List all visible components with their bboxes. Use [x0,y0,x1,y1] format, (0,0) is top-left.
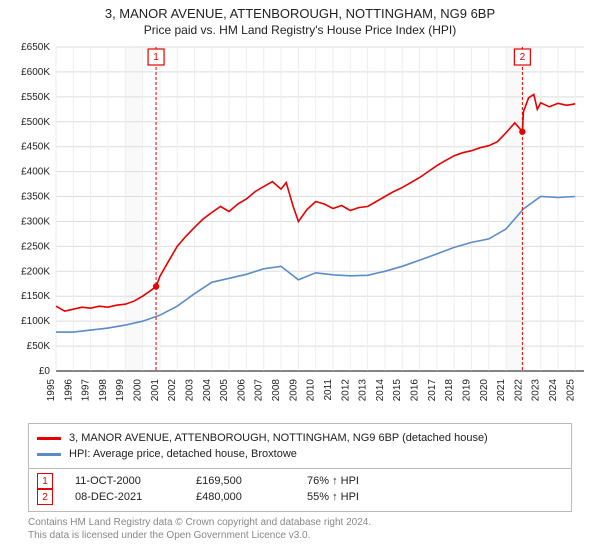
sale-row: 1 11-OCT-2000 £169,500 76% ↑ HPI [37,473,563,489]
svg-text:2016: 2016 [410,379,421,402]
svg-text:2013: 2013 [358,379,369,402]
svg-text:2: 2 [520,52,526,63]
sale-hpi-delta: 76% ↑ HPI [307,475,407,487]
chart-title: 3, MANOR AVENUE, ATTENBOROUGH, NOTTINGHA… [10,6,590,21]
sale-row: 2 08-DEC-2021 £480,000 55% ↑ HPI [37,489,563,505]
svg-text:£550K: £550K [21,92,50,103]
svg-text:£400K: £400K [21,167,50,178]
svg-text:2021: 2021 [496,379,507,402]
svg-text:2004: 2004 [202,379,213,402]
svg-text:2024: 2024 [548,379,559,402]
svg-text:2010: 2010 [306,379,317,402]
svg-text:2019: 2019 [461,379,472,402]
copyright-notice: Contains HM Land Registry data © Crown c… [28,516,572,542]
svg-text:1: 1 [153,52,159,63]
svg-text:2025: 2025 [565,379,576,402]
sale-date: 08-DEC-2021 [75,491,180,503]
svg-text:1996: 1996 [63,379,74,402]
sale-marker-icon: 1 [37,473,53,489]
chart-header: 3, MANOR AVENUE, ATTENBOROUGH, NOTTINGHA… [0,0,600,39]
sale-price: £169,500 [196,475,291,487]
svg-text:£650K: £650K [21,42,50,53]
chart-area: £0 £50K £100K £150K £200K £250K £300K £350K £400… [0,39,600,419]
svg-text:£0: £0 [39,366,51,377]
svg-text:2017: 2017 [427,379,438,402]
svg-text:2018: 2018 [444,379,455,402]
svg-text:1998: 1998 [98,379,109,402]
svg-text:2014: 2014 [375,379,386,402]
sale-hpi-delta: 55% ↑ HPI [307,491,407,503]
legend-item: HPI: Average price, detached house, Brox… [37,446,563,462]
legend-label: 3, MANOR AVENUE, ATTENBOROUGH, NOTTINGHA… [69,430,488,446]
svg-text:£100K: £100K [21,316,50,327]
sale-marker-icon: 2 [37,489,53,505]
svg-text:£50K: £50K [27,341,51,352]
svg-text:£450K: £450K [21,142,50,153]
legend-swatch [37,453,61,456]
svg-text:£300K: £300K [21,216,50,227]
svg-text:2000: 2000 [133,379,144,402]
legend-item: 3, MANOR AVENUE, ATTENBOROUGH, NOTTINGHA… [37,430,563,446]
svg-text:2002: 2002 [167,379,178,402]
sale-date: 11-OCT-2000 [75,475,180,487]
svg-text:1997: 1997 [81,379,92,402]
svg-text:£250K: £250K [21,241,50,252]
svg-text:£600K: £600K [21,67,50,78]
sales-table: 1 11-OCT-2000 £169,500 76% ↑ HPI 2 08-DE… [28,469,572,512]
svg-text:2023: 2023 [531,379,542,402]
svg-text:2007: 2007 [254,379,265,402]
svg-text:2001: 2001 [150,379,161,402]
svg-text:1999: 1999 [115,379,126,402]
svg-text:2011: 2011 [323,379,334,401]
svg-text:2008: 2008 [271,379,282,402]
credits-line: Contains HM Land Registry data © Crown c… [28,516,572,529]
legend-swatch [37,437,61,440]
svg-text:£350K: £350K [21,192,50,203]
legend-label: HPI: Average price, detached house, Brox… [69,446,297,462]
svg-text:£200K: £200K [21,266,50,277]
svg-text:1995: 1995 [46,379,57,402]
svg-text:2012: 2012 [340,379,351,402]
chart-subtitle: Price paid vs. HM Land Registry's House … [10,23,590,37]
svg-text:2022: 2022 [513,379,524,402]
svg-text:£500K: £500K [21,117,50,128]
credits-line: This data is licensed under the Open Gov… [28,529,572,542]
svg-text:2003: 2003 [184,379,195,402]
sale-price: £480,000 [196,491,291,503]
legend: 3, MANOR AVENUE, ATTENBOROUGH, NOTTINGHA… [28,423,572,469]
price-chart: £0 £50K £100K £150K £200K £250K £300K £350K £400… [0,39,600,419]
svg-text:2015: 2015 [392,379,403,402]
svg-text:2005: 2005 [219,379,230,402]
svg-text:2009: 2009 [288,379,299,402]
svg-text:£150K: £150K [21,291,50,302]
svg-text:2006: 2006 [236,379,247,402]
svg-text:2020: 2020 [479,379,490,402]
